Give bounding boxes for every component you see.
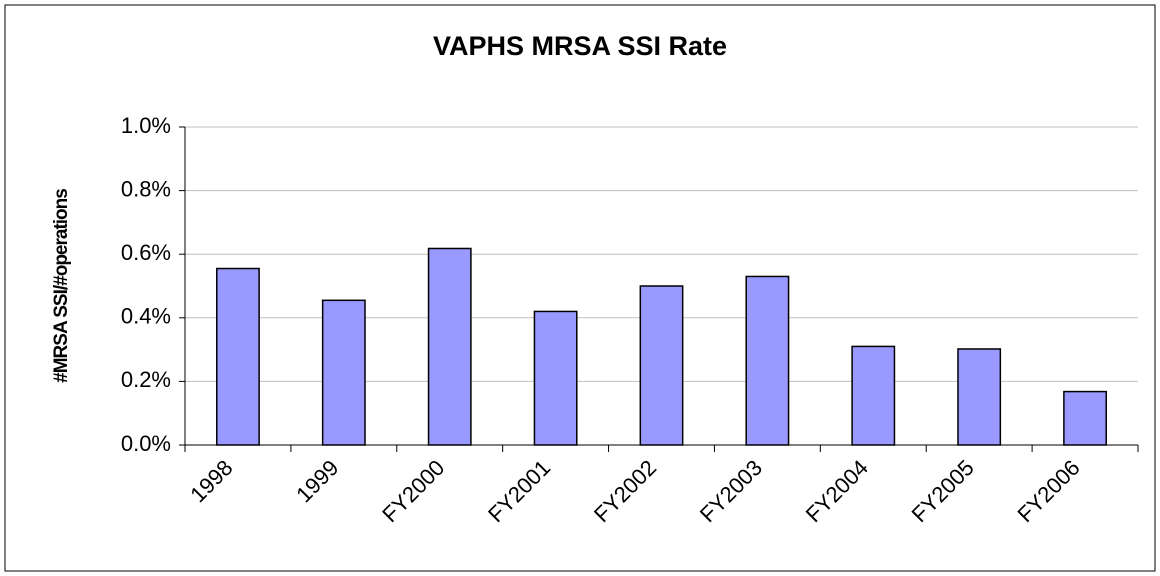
bar: [851, 345, 896, 446]
bar: [745, 275, 790, 446]
bar: [1063, 390, 1107, 446]
y-tick-label: 0.8%: [121, 176, 171, 201]
bar: [321, 299, 366, 446]
y-axis-label: #MRSA SSI/#operations: [51, 189, 72, 383]
chart-title: VAPHS MRSA SSI Rate: [433, 31, 727, 61]
bar: [216, 267, 260, 446]
y-tick-label: 0.4%: [121, 304, 171, 329]
y-tick-label: 0.0%: [121, 431, 171, 456]
y-tick-label: 0.6%: [121, 240, 171, 265]
y-tick-label: 0.2%: [121, 367, 171, 392]
bar: [957, 348, 1002, 446]
chart-border: [4, 4, 1156, 572]
bar: [639, 285, 684, 446]
y-tick-label: 1.0%: [121, 113, 171, 138]
bar: [427, 247, 472, 446]
bar: [533, 310, 578, 446]
